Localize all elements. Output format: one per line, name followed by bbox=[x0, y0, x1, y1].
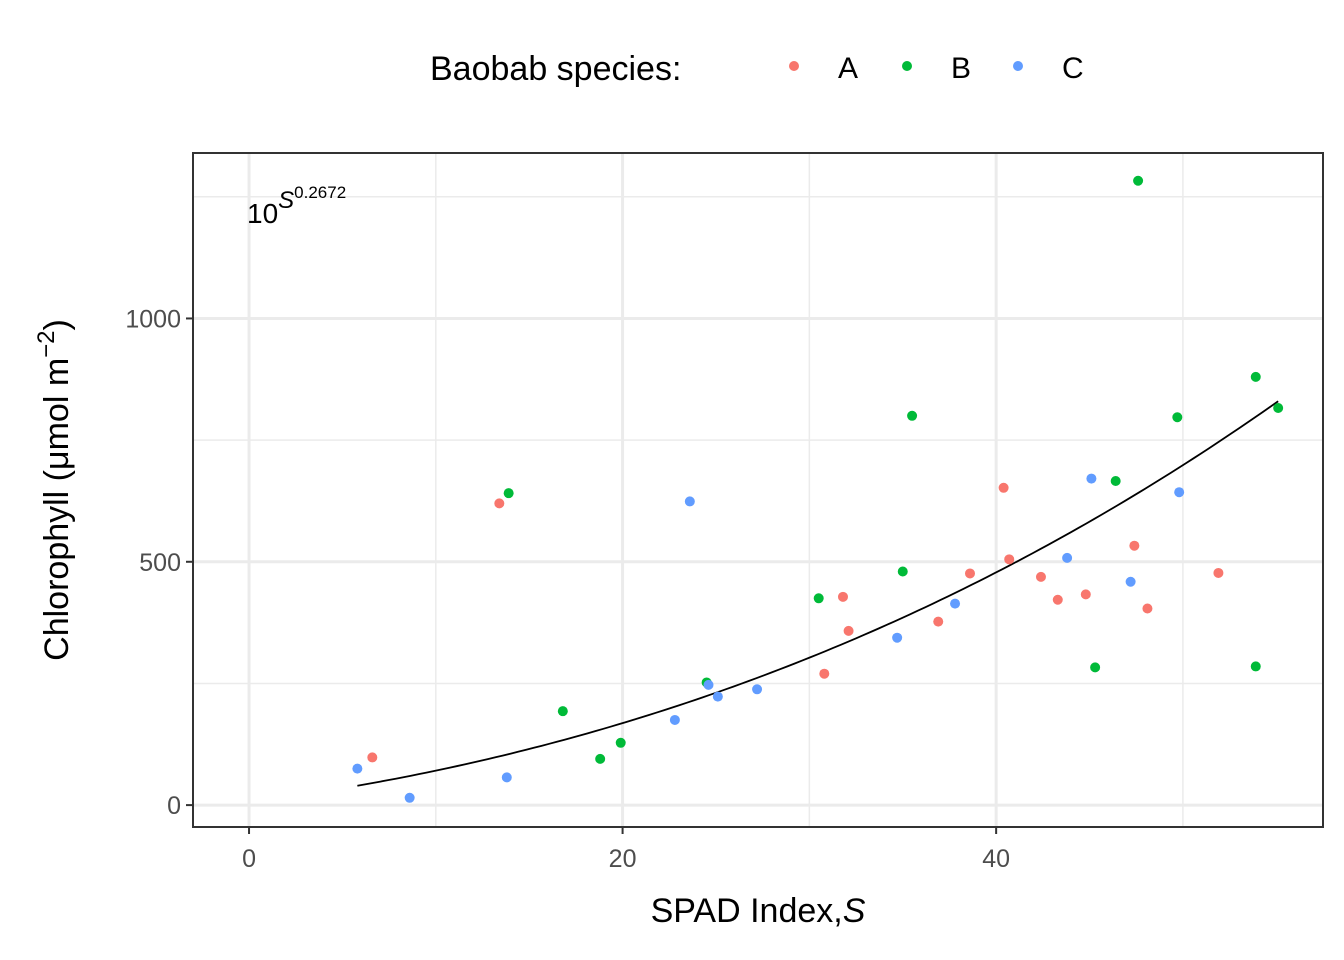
legend-label-c: C bbox=[1062, 52, 1084, 85]
fit-curve-layer bbox=[357, 400, 1279, 787]
y-tick-label: 1000 bbox=[125, 305, 181, 333]
point-species-c bbox=[892, 632, 903, 643]
point-species-c bbox=[669, 714, 680, 725]
point-species-b bbox=[1090, 662, 1101, 673]
panel-background bbox=[193, 153, 1323, 827]
legend-label-b: B bbox=[951, 52, 971, 85]
x-axis-title-text: SPAD Index, bbox=[651, 892, 843, 930]
point-species-c bbox=[752, 684, 763, 695]
point-species-b bbox=[1273, 403, 1284, 414]
point-species-c bbox=[1174, 487, 1185, 498]
y-axis-title-close: ) bbox=[38, 319, 76, 330]
point-species-a bbox=[1213, 567, 1224, 578]
point-species-a bbox=[1004, 554, 1015, 565]
point-species-a bbox=[1129, 540, 1140, 551]
point-species-b bbox=[897, 566, 908, 577]
point-species-b bbox=[1172, 412, 1183, 423]
point-species-a bbox=[933, 616, 944, 627]
point-species-b bbox=[907, 410, 918, 421]
point-species-b bbox=[1110, 475, 1121, 486]
point-species-a bbox=[819, 668, 830, 679]
point-species-a bbox=[964, 568, 975, 579]
point-species-b bbox=[813, 593, 824, 604]
point-species-b bbox=[595, 753, 606, 764]
legend-key-b bbox=[902, 61, 912, 71]
x-axis-title: SPAD Index,S bbox=[651, 892, 866, 930]
point-species-b bbox=[1133, 175, 1144, 186]
y-axis-title-sup: −2 bbox=[33, 330, 60, 357]
point-species-c bbox=[352, 763, 363, 774]
point-species-c bbox=[712, 691, 723, 702]
legend-title: Baobab species: bbox=[430, 50, 681, 88]
fit-annotation: 10S0.2672 bbox=[247, 183, 346, 229]
x-tick-label: 20 bbox=[609, 845, 637, 873]
point-species-b bbox=[557, 706, 568, 717]
point-species-a bbox=[494, 498, 505, 509]
point-species-a bbox=[367, 752, 378, 763]
point-species-b bbox=[1250, 371, 1261, 382]
y-tick-label: 500 bbox=[139, 549, 181, 577]
point-species-c bbox=[684, 496, 695, 507]
point-species-c bbox=[1125, 576, 1136, 587]
y-axis-title-text: Chlorophyll (μmol m bbox=[38, 358, 76, 661]
legend-label-a: A bbox=[838, 52, 858, 85]
annotation-exp-var: S bbox=[278, 187, 294, 214]
x-axis-title-var: S bbox=[843, 892, 866, 930]
annotation-base: 10 bbox=[247, 198, 278, 229]
legend: Baobab species: A B C bbox=[430, 50, 1084, 88]
point-species-c bbox=[501, 772, 512, 783]
point-species-c bbox=[1062, 552, 1073, 563]
y-axis: 0 500 1000 bbox=[125, 305, 193, 820]
data-points bbox=[352, 175, 1284, 803]
point-species-c bbox=[950, 598, 961, 609]
point-species-b bbox=[1250, 661, 1261, 672]
point-species-a bbox=[837, 591, 848, 602]
y-axis-title: Chlorophyll (μmol m−2) bbox=[33, 319, 76, 661]
point-species-a bbox=[843, 625, 854, 636]
x-axis: 0 20 40 bbox=[242, 827, 1010, 873]
plot-panel: 10S0.2672 bbox=[192, 152, 1324, 828]
point-species-a bbox=[1142, 603, 1153, 614]
annotation-exp-power: 0.2672 bbox=[294, 183, 346, 202]
x-tick-label: 40 bbox=[982, 845, 1010, 873]
point-species-a bbox=[1035, 571, 1046, 582]
fit-curve bbox=[357, 400, 1279, 787]
legend-key-a bbox=[789, 61, 799, 71]
panel-border bbox=[192, 152, 1324, 828]
x-tick-label: 0 bbox=[242, 845, 256, 873]
y-tick-label: 0 bbox=[167, 792, 181, 820]
legend-items: A B C bbox=[789, 52, 1084, 85]
point-species-b bbox=[503, 488, 514, 499]
point-species-a bbox=[1080, 589, 1091, 600]
legend-key-c bbox=[1013, 61, 1023, 71]
point-species-c bbox=[404, 792, 415, 803]
point-species-a bbox=[1052, 594, 1063, 605]
point-species-c bbox=[703, 679, 714, 690]
point-species-b bbox=[615, 737, 626, 748]
point-species-a bbox=[998, 482, 1009, 493]
point-species-c bbox=[1086, 473, 1097, 484]
